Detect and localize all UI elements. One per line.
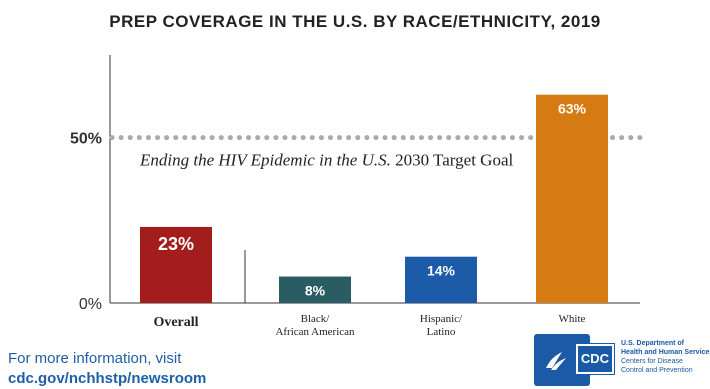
org-line: Control and Prevention xyxy=(621,367,693,374)
bar xyxy=(140,226,212,303)
org-name: U.S. Department of Health and Human Serv… xyxy=(621,339,710,375)
y-tick-label: 50% xyxy=(70,131,102,148)
org-line: U.S. Department of xyxy=(621,340,685,347)
chart-title: PREP COVERAGE IN THE U.S. BY RACE/ETHNIC… xyxy=(109,12,601,31)
bar-value-label: 63% xyxy=(558,101,587,117)
bar-value-label: 23% xyxy=(158,234,194,254)
bar xyxy=(536,94,608,304)
org-line: Health and Human Services xyxy=(621,349,710,356)
org-line: Centers for Disease xyxy=(621,358,683,365)
target-goal-annotation: Ending the HIV Epidemic in the U.S. 2030… xyxy=(139,151,513,170)
chart-marks: 0% 50% Ending the HIV Epidemic in the U.S.… xyxy=(70,94,643,338)
footer-info-text: For more information, visit xyxy=(8,350,182,367)
y-tick-label: 0% xyxy=(79,296,102,313)
hhs-eagle-icon xyxy=(546,352,566,370)
bar xyxy=(279,276,351,303)
category-label: Hispanic/ xyxy=(420,313,463,325)
cdc-logo: CDC xyxy=(575,343,615,375)
bar-value-label: 8% xyxy=(305,283,326,299)
bar xyxy=(405,256,477,303)
target-goal-regular: 2030 Target Goal xyxy=(391,151,514,170)
category-label: Latino xyxy=(427,326,456,338)
footer-link[interactable]: cdc.gov/nchhstp/newsroom xyxy=(8,370,207,387)
category-label: Overall xyxy=(153,315,198,330)
category-label: Black/ xyxy=(301,313,331,325)
target-goal-italic: Ending the HIV Epidemic in the U.S. xyxy=(139,151,391,170)
category-label: African American xyxy=(275,326,355,338)
category-label: White xyxy=(559,313,586,325)
bar-value-label: 14% xyxy=(427,263,456,279)
